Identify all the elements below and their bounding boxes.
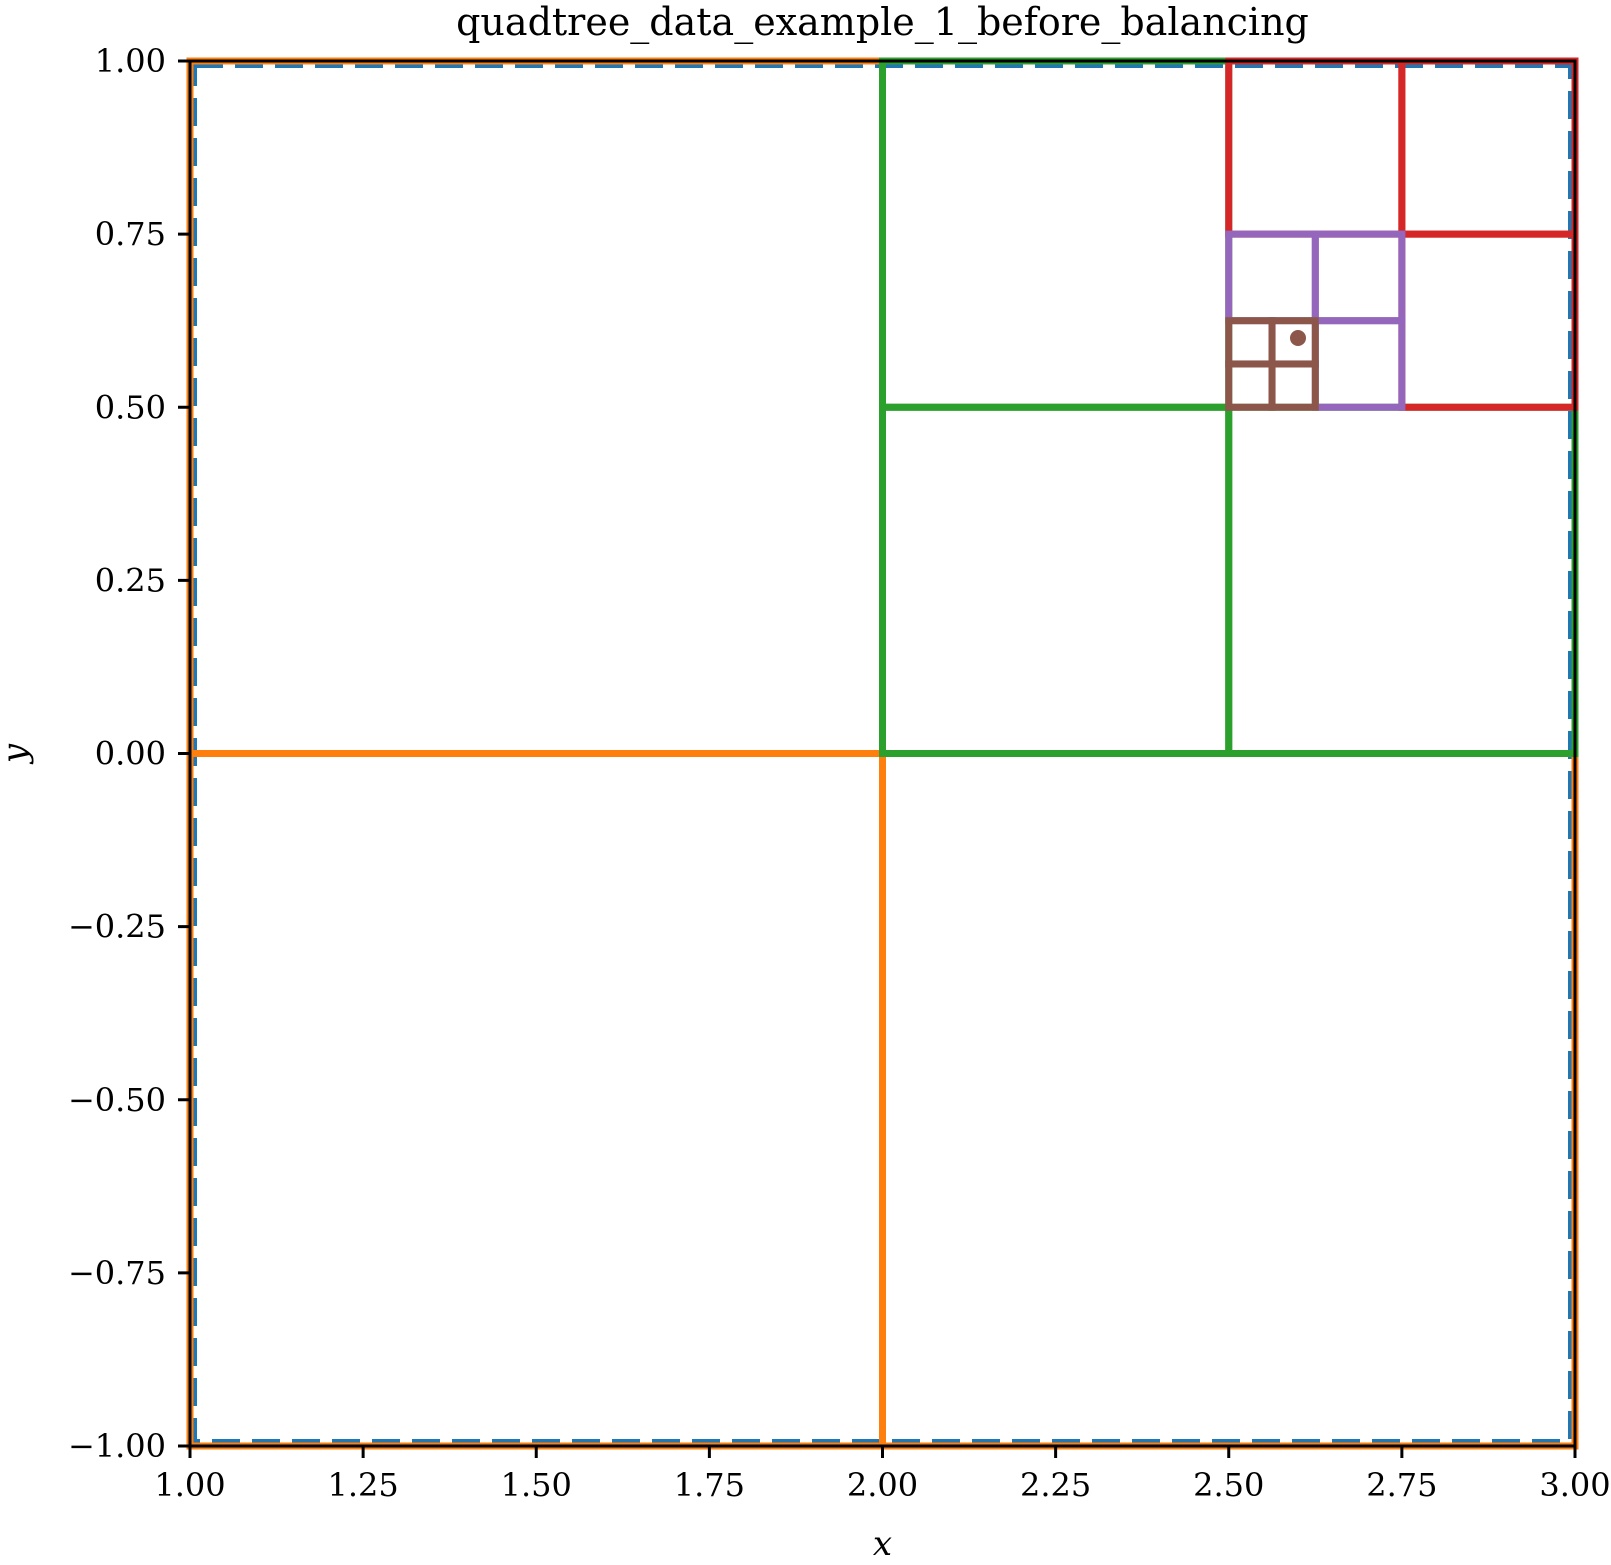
x-tick-label: 3.00 bbox=[1539, 1466, 1610, 1504]
y-axis-label: y bbox=[0, 743, 35, 765]
y-tick-label: −0.25 bbox=[68, 908, 166, 946]
y-tick-label: 1.00 bbox=[95, 42, 166, 80]
data-point bbox=[1290, 330, 1306, 346]
chart-title: quadtree_data_example_1_before_balancing bbox=[456, 0, 1309, 45]
cell-level-5 bbox=[1225, 317, 1319, 411]
x-tick-label: 1.25 bbox=[328, 1466, 399, 1504]
x-tick-label: 2.50 bbox=[1193, 1466, 1264, 1504]
axis-ticks: 1.00 1.25 1.50 1.75 2.00 2.25 2.50 2.75 3.00 1.00… bbox=[68, 42, 1611, 1504]
y-tick-label: 0.25 bbox=[95, 561, 166, 599]
y-tick-label: 0.75 bbox=[95, 215, 166, 253]
y-tick-label: −0.75 bbox=[68, 1254, 166, 1292]
x-tick-label: 1.00 bbox=[154, 1466, 225, 1504]
x-tick-label: 1.50 bbox=[501, 1466, 572, 1504]
x-axis-label: x bbox=[873, 1524, 892, 1564]
x-tick-label: 1.75 bbox=[674, 1466, 745, 1504]
quadtree-cell bbox=[1311, 230, 1406, 325]
y-tick-label: 0.00 bbox=[95, 735, 166, 773]
x-tick-label: 2.75 bbox=[1366, 1466, 1437, 1504]
data-points bbox=[1290, 330, 1306, 346]
x-tick-label: 2.00 bbox=[847, 1466, 918, 1504]
y-tick-label: −1.00 bbox=[68, 1427, 166, 1465]
quadtree-cell bbox=[1268, 317, 1319, 368]
y-tick-label: −0.50 bbox=[68, 1081, 166, 1119]
y-tick-label: 0.50 bbox=[95, 388, 166, 426]
x-tick-label: 2.25 bbox=[1020, 1466, 1091, 1504]
